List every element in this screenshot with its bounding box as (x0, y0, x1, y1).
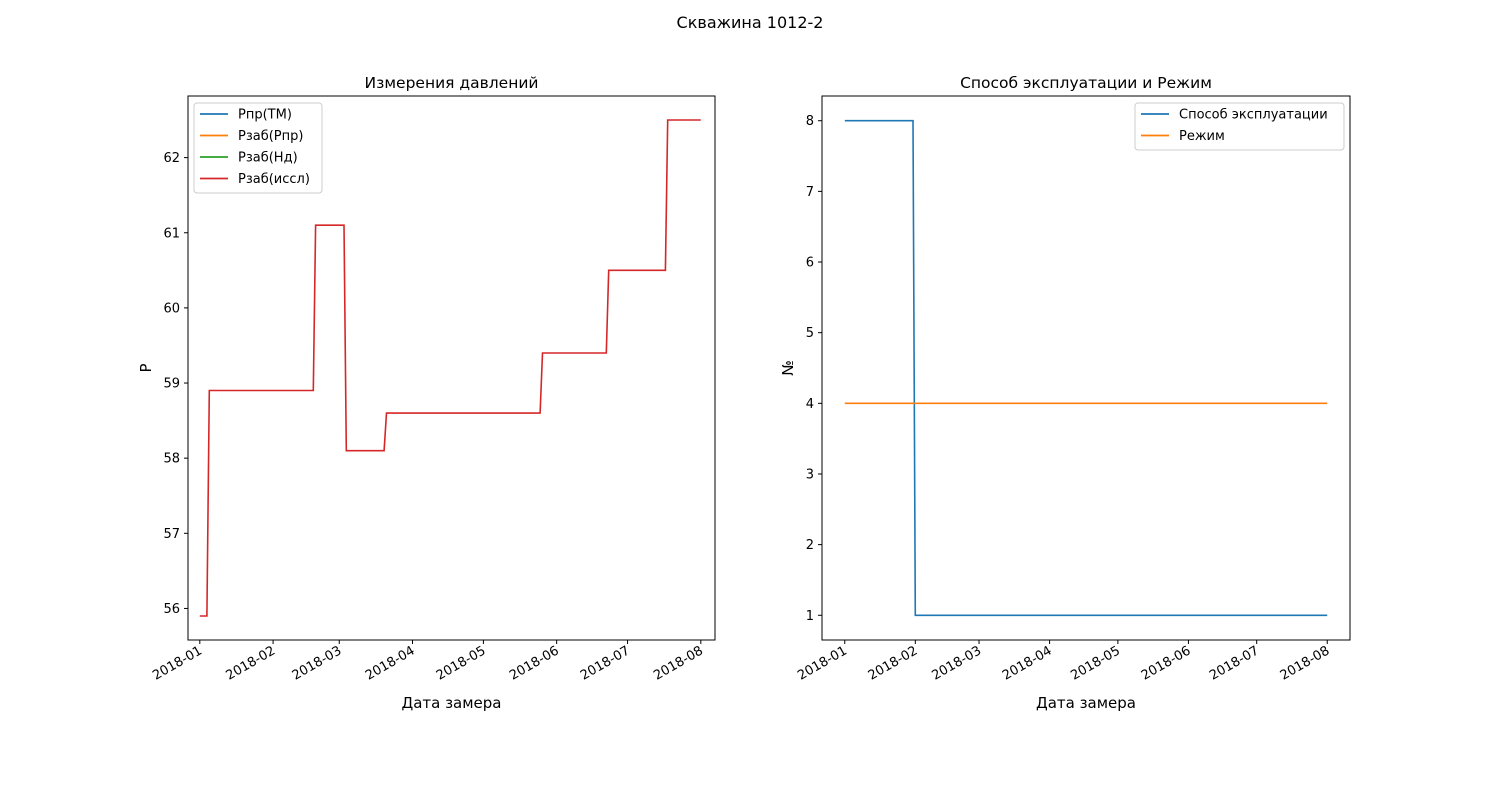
x-tick-label: 2018-05 (1068, 643, 1123, 683)
legend-label: Способ эксплуатации (1179, 108, 1328, 123)
y-tick-label: 1 (806, 609, 814, 624)
x-axis-label: Дата замера (1036, 694, 1136, 712)
chart-title: Способ эксплуатации и Режим (960, 74, 1212, 92)
axes-frame (821, 95, 1351, 641)
x-tick-label: 2018-06 (1139, 643, 1194, 683)
legend-label: Pзаб(Pпр) (238, 129, 303, 144)
y-axis-label: № (779, 360, 797, 376)
x-tick-label: 2018-08 (1278, 643, 1333, 683)
series-line (199, 119, 701, 617)
y-tick-label: 57 (163, 527, 180, 542)
y-tick-label: 2 (806, 538, 814, 553)
legend-label: Режим (1179, 129, 1225, 144)
x-tick-label: 2018-04 (363, 643, 418, 683)
x-tick-label: 2018-01 (795, 643, 850, 683)
plot-area: 56 57 58 59 60 61 62 2018-01 2018-02 2018-03 2018-… (150, 95, 716, 684)
x-tick-label: 2018-03 (290, 643, 345, 683)
legend-box (1134, 102, 1345, 151)
x-tick-label: 2018-08 (651, 643, 706, 683)
y-tick-label: 4 (806, 397, 814, 412)
y-tick-label: 7 (806, 185, 814, 200)
chart-mode: Способ эксплуатации и Режим Дата замера … (779, 74, 1351, 712)
y-tick-label: 56 (163, 602, 180, 617)
series-line (844, 119, 1328, 617)
legend-label: Pзаб(Нд) (238, 151, 298, 166)
legend: Pпр(ТМ) Pзаб(Pпр) Pзаб(Нд) Pзаб(иссл) (193, 102, 323, 194)
x-tick-label: 2018-07 (1207, 643, 1262, 683)
plot-area: 1 2 3 4 5 6 7 8 2018-01 2018-02 2018-03 2018-04 2018… (795, 95, 1351, 684)
y-tick-label: 58 (163, 452, 180, 467)
x-tick-label: 2018-02 (224, 643, 279, 683)
legend-box (193, 102, 323, 194)
chart-title: Измерения давлений (365, 74, 539, 92)
y-axis-label: P (137, 363, 155, 372)
figure-title: Скважина 1012-2 (677, 13, 824, 32)
x-tick-label: 2018-03 (929, 643, 984, 683)
y-tick-label: 8 (806, 114, 814, 129)
chart-pressure: Измерения давлений Дата замера P 5657585… (137, 74, 716, 712)
x-tick-label: 2018-02 (866, 643, 921, 683)
y-tick-label: 3 (806, 467, 814, 482)
y-tick-label: 6 (806, 256, 814, 271)
x-tick-label: 2018-04 (1000, 643, 1055, 683)
x-tick-label: 2018-07 (578, 643, 633, 683)
y-tick-label: 60 (163, 301, 180, 316)
legend: Способ эксплуатации Режим (1134, 102, 1345, 151)
x-tick-label: 2018-05 (434, 643, 489, 683)
legend-label: Pпр(ТМ) (238, 108, 292, 123)
y-tick-label: 62 (163, 151, 180, 166)
x-axis-label: Дата замера (401, 694, 501, 712)
y-tick-label: 5 (806, 326, 814, 341)
y-tick-label: 61 (163, 226, 180, 241)
y-tick-label: 59 (163, 377, 180, 392)
x-tick-label: 2018-06 (507, 643, 562, 683)
legend-label: Pзаб(иссл) (238, 172, 310, 187)
axes-frame (187, 95, 716, 641)
x-tick-label: 2018-01 (150, 643, 205, 683)
